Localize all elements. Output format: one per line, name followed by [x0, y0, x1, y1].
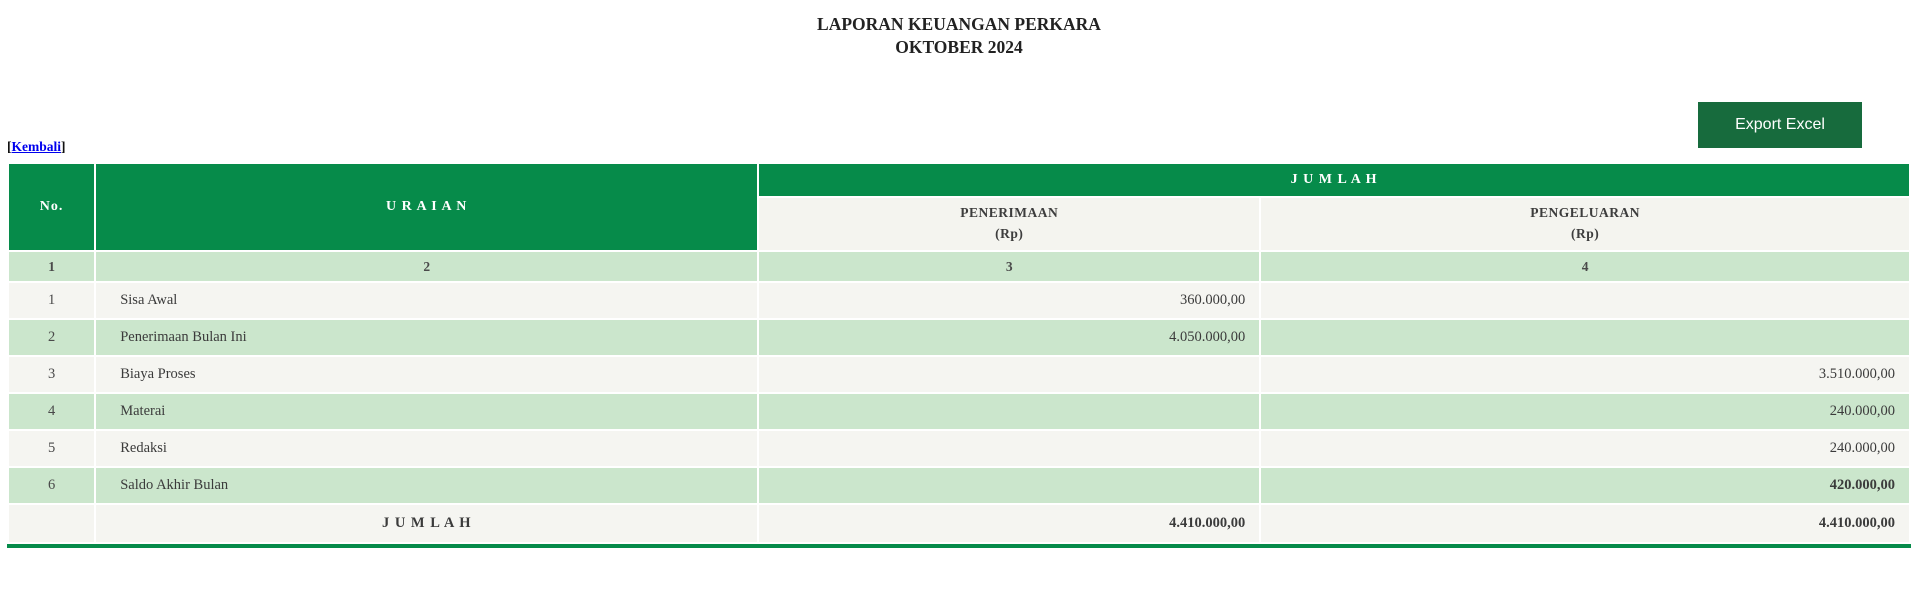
row-pengeluaran: 420.000,00	[1261, 468, 1909, 504]
row-no: 1	[9, 283, 95, 319]
table-row: 1 Sisa Awal 360.000,00	[9, 283, 1909, 319]
row-penerimaan: 360.000,00	[759, 283, 1260, 319]
column-header-penerimaan: PENERIMAAN (Rp)	[759, 198, 1260, 251]
row-no: 6	[9, 468, 95, 504]
column-header-no: No.	[9, 164, 95, 251]
penerimaan-label: PENERIMAAN	[960, 205, 1059, 221]
row-penerimaan	[759, 394, 1260, 430]
page-title-line1: LAPORAN KEUANGAN PERKARA	[817, 14, 1101, 34]
column-number-2: 2	[96, 252, 758, 282]
row-no: 3	[9, 357, 95, 393]
total-pengeluaran: 4.410.000,00	[1261, 505, 1909, 543]
row-no: 4	[9, 394, 95, 430]
row-uraian: Saldo Akhir Bulan	[96, 468, 758, 504]
table-row: 2 Penerimaan Bulan Ini 4.050.000,00	[9, 320, 1909, 356]
row-uraian: Sisa Awal	[96, 283, 758, 319]
row-pengeluaran: 240.000,00	[1261, 431, 1909, 467]
table-row: 4 Materai 240.000,00	[9, 394, 1909, 430]
pengeluaran-unit: (Rp)	[1570, 226, 1600, 242]
total-label: J U M L A H	[96, 505, 758, 543]
column-numbering-row: 1 2 3 4	[9, 252, 1909, 282]
row-penerimaan	[759, 468, 1260, 504]
kembali-link[interactable]: Kembali	[11, 139, 62, 155]
total-penerimaan: 4.410.000,00	[759, 505, 1260, 543]
row-penerimaan: 4.050.000,00	[759, 320, 1260, 356]
export-excel-button[interactable]: Export Excel	[1698, 102, 1862, 149]
pengeluaran-label: PENGELUARAN	[1530, 205, 1640, 221]
row-penerimaan	[759, 357, 1260, 393]
row-no: 5	[9, 431, 95, 467]
column-header-jumlah: J U M L A H	[759, 164, 1909, 197]
total-row: J U M L A H 4.410.000,00 4.410.000,00	[9, 505, 1909, 543]
toolbar: Export Excel	[7, 102, 1911, 149]
row-no: 2	[9, 320, 95, 356]
row-pengeluaran	[1261, 320, 1909, 356]
column-header-pengeluaran: PENGELUARAN (Rp)	[1261, 198, 1909, 251]
row-uraian: Biaya Proses	[96, 357, 758, 393]
table-row: 3 Biaya Proses 3.510.000,00	[9, 357, 1909, 393]
row-pengeluaran	[1261, 283, 1909, 319]
column-header-uraian: U R A I A N	[96, 164, 758, 251]
column-number-1: 1	[9, 252, 95, 282]
page-title: LAPORAN KEUANGAN PERKARA OKTOBER 2024	[7, 0, 1911, 59]
row-pengeluaran: 3.510.000,00	[1261, 357, 1909, 393]
penerimaan-unit: (Rp)	[995, 226, 1024, 242]
row-uraian: Redaksi	[96, 431, 758, 467]
column-number-3: 3	[759, 252, 1260, 282]
back-link-prefix: [	[7, 139, 12, 155]
back-link-suffix: ]	[61, 139, 66, 155]
page-title-line2: OKTOBER 2024	[895, 37, 1023, 58]
row-uraian: Materai	[96, 394, 758, 430]
total-no-cell	[9, 505, 95, 543]
column-number-4: 4	[1261, 252, 1909, 282]
back-link-wrap: [Kembali]	[7, 139, 1911, 155]
report-page: LAPORAN KEUANGAN PERKARA OKTOBER 2024 Ex…	[7, 0, 1911, 549]
table-row: 5 Redaksi 240.000,00	[9, 431, 1909, 467]
finance-report-table: No. U R A I A N J U M L A H PENERIMAAN (…	[7, 162, 1911, 549]
row-uraian: Penerimaan Bulan Ini	[96, 320, 758, 356]
row-pengeluaran: 240.000,00	[1261, 394, 1909, 430]
row-penerimaan	[759, 431, 1260, 467]
table-row: 6 Saldo Akhir Bulan 420.000,00	[9, 468, 1909, 504]
